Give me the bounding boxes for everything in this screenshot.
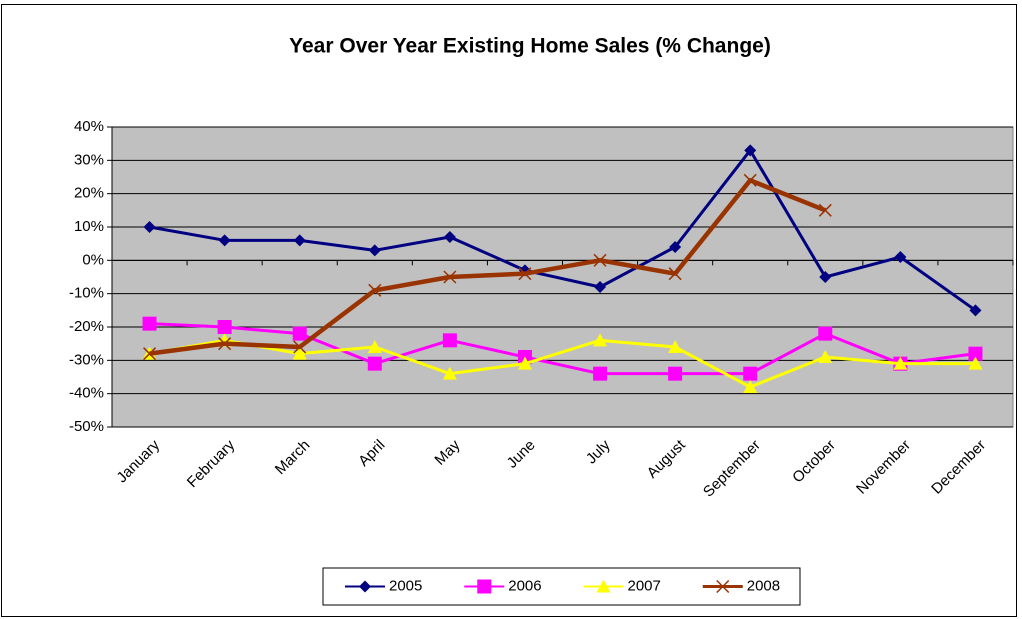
- marker: [593, 253, 607, 267]
- marker: [594, 281, 607, 293]
- marker: [143, 347, 157, 361]
- marker: [669, 241, 682, 253]
- line: [149, 338, 976, 389]
- line: [149, 178, 827, 356]
- series: [143, 173, 832, 361]
- marker: [359, 580, 371, 593]
- marker: [292, 326, 307, 341]
- marker: [716, 579, 730, 594]
- marker: [668, 340, 683, 353]
- marker: [593, 366, 608, 381]
- marker: [217, 320, 232, 334]
- marker: [518, 267, 532, 281]
- y-tick-label: -20%: [69, 318, 104, 335]
- marker: [819, 271, 832, 283]
- y-tick-label: 10%: [74, 218, 104, 235]
- marker: [893, 356, 908, 370]
- marker: [477, 579, 492, 594]
- marker: [142, 316, 157, 331]
- marker: [743, 173, 757, 187]
- marker: [818, 350, 833, 363]
- marker: [218, 234, 231, 247]
- marker: [818, 203, 832, 217]
- series: [142, 333, 983, 393]
- marker: [293, 340, 307, 354]
- marker: [743, 380, 758, 393]
- marker: [442, 333, 457, 348]
- y-tick-label: -50%: [69, 418, 104, 435]
- marker: [292, 346, 307, 360]
- y-tick-label: -30%: [69, 351, 104, 368]
- marker: [596, 579, 611, 593]
- marker: [368, 244, 381, 257]
- y-tick-label: -10%: [69, 285, 104, 302]
- marker: [818, 326, 833, 341]
- plot-area: [111, 126, 1014, 428]
- marker: [894, 251, 907, 263]
- marker: [293, 234, 306, 247]
- y-tick-label: 30%: [74, 151, 104, 168]
- legend-label: 2007: [628, 577, 661, 594]
- marker: [517, 356, 532, 370]
- line: [149, 148, 977, 312]
- y-tick-label: 20%: [74, 185, 104, 202]
- marker: [443, 270, 457, 284]
- marker: [968, 346, 983, 361]
- y-tick-label: 0%: [82, 251, 104, 268]
- marker: [368, 283, 382, 297]
- marker: [968, 356, 983, 370]
- series: [142, 316, 983, 381]
- y-tick-label: 40%: [74, 118, 104, 135]
- marker: [593, 333, 608, 347]
- marker: [442, 366, 457, 380]
- line: [149, 322, 976, 376]
- marker: [744, 144, 757, 157]
- marker: [218, 337, 232, 351]
- legend-label: 2008: [747, 577, 780, 594]
- legend-label: 2005: [389, 577, 422, 594]
- chart-title: Year Over Year Existing Home Sales (% Ch…: [289, 35, 771, 58]
- legend-label: 2006: [508, 577, 541, 594]
- marker: [668, 366, 683, 381]
- marker: [143, 221, 156, 233]
- marker: [668, 267, 682, 281]
- y-tick-label: -40%: [69, 385, 104, 402]
- marker: [367, 340, 382, 353]
- marker: [443, 231, 456, 243]
- marker: [743, 366, 758, 381]
- marker: [969, 304, 982, 317]
- marker: [367, 356, 382, 371]
